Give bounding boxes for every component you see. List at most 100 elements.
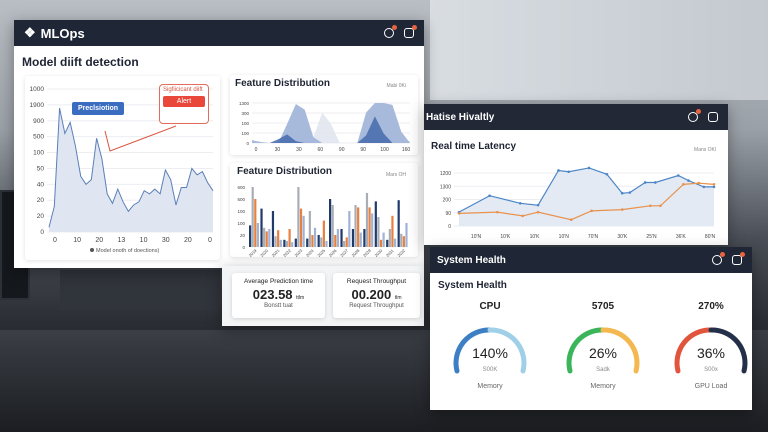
latency-point (536, 210, 540, 214)
stat-label: Request Throughput (346, 278, 407, 285)
latency-point (587, 166, 591, 170)
x-tick-label: 30 (162, 237, 170, 244)
drift-chart-card: 1000 1900 900 500 100 50 40 20 20 0 0 10 20 13 10 30 20 0… (25, 76, 220, 260)
y-tick-label: 40 (37, 181, 45, 188)
gauge-top-label: 5705 (591, 301, 615, 312)
latency-point (557, 169, 560, 172)
latency-line-0 (458, 167, 714, 213)
x-tick-label: 2024 (305, 247, 315, 257)
background-window (430, 0, 768, 100)
bar (263, 227, 266, 247)
gauge-value: 140% (472, 345, 508, 361)
latency-line-1 (458, 182, 715, 221)
stat-unit: ttlm (296, 295, 305, 301)
app-title: MLOps (40, 25, 85, 41)
latency-point (569, 218, 573, 221)
bar (260, 208, 263, 247)
y-tick-label: 900 (33, 118, 44, 125)
stat-value: 023.58 ttlm (232, 287, 325, 302)
notification-icon[interactable] (712, 252, 725, 265)
y-tick-label: 1200 (440, 171, 451, 177)
feature-distribution-tag-2: Mars OH (386, 172, 406, 178)
feature-distribution-card-1: 1300 300 100 100 0 0 30 30 60 90 90 100 160 Feature … (230, 75, 418, 155)
stat-label: Average Prediction time (244, 278, 313, 285)
stat-sub: Request Throughput (349, 303, 404, 309)
notification-icon[interactable] (384, 25, 397, 38)
logo-icon: ❖ (24, 25, 36, 40)
bar (382, 232, 385, 247)
feature-distribution-tag-1: Mabi 0Ki (386, 83, 406, 89)
x-tick-label: 2031 (385, 247, 395, 257)
gauge-sub: S00K (483, 367, 498, 373)
x-tick-label: 2023 (293, 247, 303, 257)
bar (317, 235, 320, 247)
save-icon[interactable] (708, 112, 718, 122)
gauge-1: 5705 26% Sadk Memory (558, 301, 648, 390)
x-tick-label: 25'N (646, 234, 657, 240)
bar (288, 229, 291, 247)
latency-point (682, 183, 685, 186)
gauge-arc: 26% Sadk (566, 327, 640, 374)
y-tick-label: 100 (33, 150, 44, 157)
x-tick-label: 10'K (530, 234, 541, 240)
latency-point (687, 179, 690, 182)
x-tick-label: 2030 (373, 247, 383, 257)
feature-distribution-title-1: Feature Distribution (235, 78, 331, 89)
x-tick-label: 13 (118, 237, 126, 244)
bar (363, 229, 366, 247)
bar (306, 238, 309, 247)
x-tick-label: 2029 (362, 247, 372, 257)
feature-distribution-card-2: 600 500 100 100 20 0 2019 2020 2021 2022 2023 2024 2… (230, 163, 418, 258)
bar (365, 193, 369, 247)
drift-legend: Model onoth of doections) (90, 248, 159, 254)
latency-point (712, 183, 716, 186)
y-tick-label: 0 (246, 141, 249, 146)
y-tick-label: 600 (237, 185, 245, 190)
bar (254, 199, 257, 247)
x-tick-label: 30 (296, 147, 302, 153)
alert-button[interactable]: Alert (163, 95, 205, 107)
latency-point (620, 208, 624, 211)
bar (336, 229, 339, 247)
latency-point (457, 212, 461, 215)
bar (334, 235, 337, 247)
bar (348, 211, 351, 247)
bar (343, 241, 346, 247)
latency-header: Hatise Hivaltly (424, 104, 728, 130)
latency-point (536, 203, 540, 207)
latency-panel: Hatise Hivaltly 1200 1300 200 90 0 10'N 10'K 10… (424, 104, 728, 245)
legend-dot-icon (90, 248, 94, 252)
x-tick-label: 10'N (559, 234, 570, 240)
bar (302, 215, 305, 247)
bar (368, 207, 371, 247)
x-tick-label: 2032 (396, 247, 406, 257)
x-tick-label: 2021 (271, 247, 281, 257)
y-tick-label: 100 (237, 209, 245, 214)
bar (251, 187, 254, 247)
y-tick-label: 500 (33, 134, 44, 141)
x-tick-label: 2020 (259, 247, 269, 257)
feature-distribution-chart-1: 1300 300 100 100 0 0 30 30 60 90 90 100 160 (239, 101, 410, 153)
gauge-arc-end (600, 327, 640, 374)
gauge-sub: S00x (704, 367, 718, 373)
bar (274, 236, 277, 247)
gauge-arc-end (708, 327, 748, 374)
x-tick-label: 90 (360, 147, 366, 153)
latency-point (605, 172, 609, 176)
bar (340, 229, 343, 247)
x-tick-label: 2027 (339, 247, 349, 257)
calendar-icon[interactable] (404, 25, 417, 38)
distribution-area-0 (252, 112, 410, 143)
bar (402, 236, 405, 247)
x-tick-label: 60 (318, 147, 324, 153)
latency-point (518, 201, 522, 205)
notification-icon[interactable] (688, 109, 701, 122)
bar (297, 187, 300, 247)
y-tick-label: 200 (443, 198, 452, 204)
y-tick-label: 0 (242, 245, 245, 250)
stat-sub: Bonstt tuat (264, 303, 293, 309)
calendar-icon[interactable] (732, 252, 745, 265)
background-desk (60, 270, 220, 310)
section-title: Model diift detection (22, 55, 139, 69)
